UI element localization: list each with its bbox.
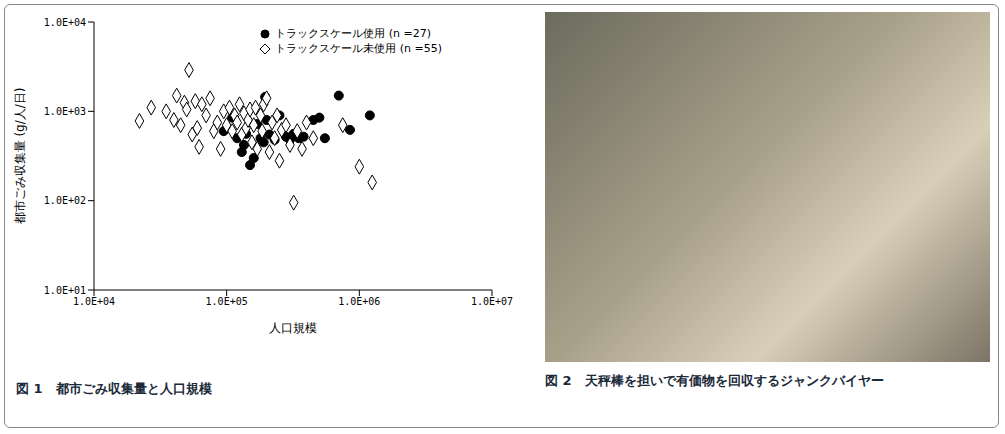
- svg-text:1.0E+02: 1.0E+02: [44, 195, 86, 206]
- svg-text:1.0E+05: 1.0E+05: [206, 296, 248, 307]
- svg-text:1.0E+07: 1.0E+07: [471, 296, 513, 307]
- svg-text:1.0E+04: 1.0E+04: [73, 296, 115, 307]
- svg-text:1.0E+01: 1.0E+01: [44, 285, 86, 296]
- svg-text:1.0E+06: 1.0E+06: [338, 296, 380, 307]
- html-text:図 1 都市ごみ収集量と人口規模: 図 1 都市ごみ収集量と人口規模: [16, 381, 212, 396]
- html-text:図 2 天秤棒を担いで有価物を回収するジャンクバイヤー: 図 2 天秤棒を担いで有価物を回収するジャンクバイヤー: [545, 373, 884, 388]
- svg-text:都市ごみ収集量 (g/人/日): 都市ごみ収集量 (g/人/日): [13, 88, 27, 225]
- svg-text:人口規模: 人口規模: [269, 321, 317, 335]
- html-text:トラックスケール未使用 (n =55): トラックスケール未使用 (n =55): [275, 42, 442, 55]
- svg-text:1.0E+03: 1.0E+03: [44, 106, 86, 117]
- svg-text:1.0E+04: 1.0E+04: [44, 17, 86, 28]
- html-text:トラックスケール使用 (n =27): トラックスケール使用 (n =27): [275, 27, 431, 40]
